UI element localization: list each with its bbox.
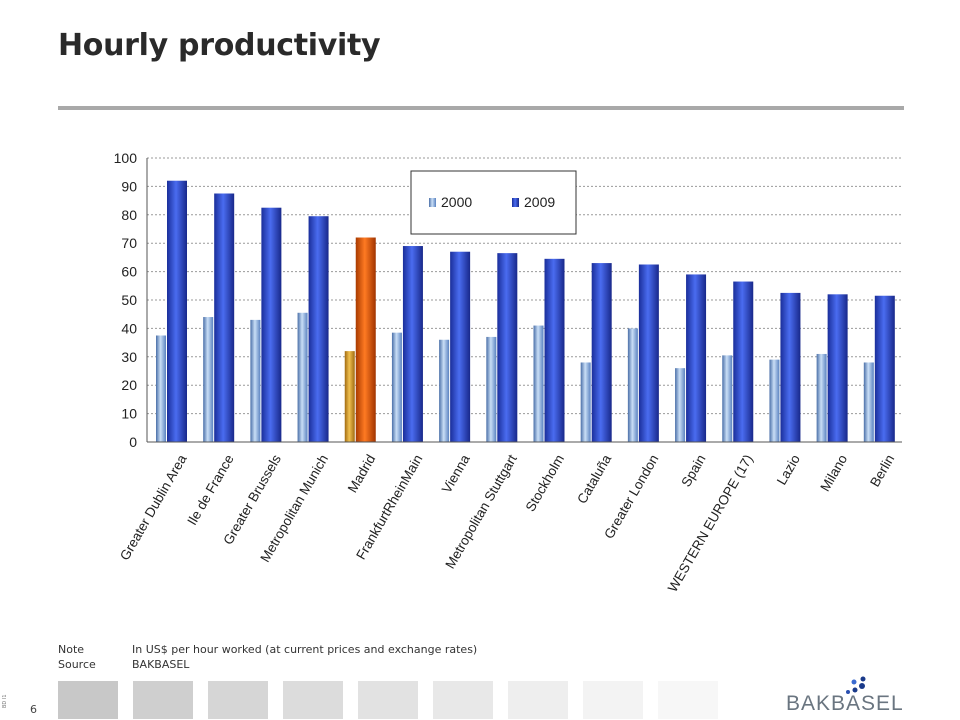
source-text: BAKBASEL bbox=[132, 658, 190, 671]
page-title: Hourly productivity bbox=[58, 28, 381, 63]
chart-legend: 2000 2009 bbox=[410, 170, 577, 235]
y-tick-labels: 0 10 20 30 40 50 60 70 80 90 100 bbox=[114, 150, 138, 450]
x-tick-label: Spain bbox=[678, 452, 708, 489]
bar-2000 bbox=[533, 325, 544, 442]
footer-square bbox=[133, 681, 193, 719]
y-tick-label: 30 bbox=[121, 349, 137, 365]
bar-2000 bbox=[203, 317, 214, 442]
bar-2000 bbox=[439, 339, 450, 442]
footer-square bbox=[508, 681, 568, 719]
legend-label-2009: 2009 bbox=[524, 194, 555, 210]
axes bbox=[146, 158, 902, 443]
legend-label-2000: 2000 bbox=[441, 194, 472, 210]
bar-2009 bbox=[686, 274, 707, 442]
logo-text: BAKBASEL bbox=[786, 692, 904, 715]
bar-2009 bbox=[638, 264, 659, 442]
x-tick-label: Lazio bbox=[774, 452, 803, 487]
x-tick-label: Greater Dublin Area bbox=[117, 452, 190, 563]
legend-swatch-2000 bbox=[429, 198, 436, 207]
footer-square bbox=[658, 681, 718, 719]
source-label: Source bbox=[58, 658, 96, 671]
note-text: In US$ per hour worked (at current price… bbox=[132, 643, 478, 656]
bar-2009 bbox=[167, 180, 187, 442]
bar-2009 bbox=[591, 263, 612, 442]
bar-2009 bbox=[261, 207, 282, 442]
bakbasel-logo: BAKBASEL bbox=[786, 676, 906, 716]
bar-2009 bbox=[450, 251, 471, 442]
bar-2000 bbox=[391, 332, 402, 442]
x-tick-label: Vienna bbox=[439, 452, 473, 496]
bar-2000 bbox=[297, 312, 308, 442]
y-tick-label: 20 bbox=[121, 377, 137, 393]
bar-chart: 0 10 20 30 40 50 60 70 80 90 100 Greater Dublin Ar… bbox=[114, 150, 902, 595]
footer-square bbox=[433, 681, 493, 719]
side-code: BD I1 bbox=[2, 694, 8, 708]
x-tick-label: Ile de France bbox=[184, 452, 236, 528]
title-underline bbox=[58, 106, 904, 110]
note-label: Note bbox=[58, 643, 85, 656]
y-tick-label: 10 bbox=[121, 406, 137, 422]
bars bbox=[156, 180, 895, 442]
y-tick-label: 70 bbox=[121, 235, 137, 251]
bar-2009 bbox=[733, 281, 754, 442]
y-tick-label: 90 bbox=[121, 178, 137, 194]
footer-square bbox=[583, 681, 643, 719]
bar-2009 bbox=[544, 258, 565, 442]
bar-2000 bbox=[580, 362, 591, 442]
footer-square bbox=[283, 681, 343, 719]
bar-2000 bbox=[769, 359, 780, 442]
x-tick-label: Stockholm bbox=[523, 452, 568, 514]
footer-square bbox=[58, 681, 118, 719]
bar-2000 bbox=[250, 319, 261, 442]
footer-square bbox=[358, 681, 418, 719]
bar-2009 bbox=[497, 253, 518, 442]
bar-2000 bbox=[156, 335, 166, 442]
bar-2000 bbox=[722, 355, 733, 442]
y-tick-label: 100 bbox=[114, 150, 138, 166]
bar-2009 bbox=[827, 294, 848, 442]
bar-2009 bbox=[874, 295, 895, 442]
x-tick-label: Berlin bbox=[867, 452, 897, 489]
logo-dots-icon bbox=[846, 676, 866, 694]
x-tick-label: Cataluña bbox=[574, 452, 614, 507]
bar-2009 bbox=[402, 246, 423, 442]
bar-2009 bbox=[308, 216, 329, 442]
legend-swatch-2009 bbox=[512, 198, 519, 207]
y-tick-label: 40 bbox=[121, 320, 137, 336]
y-tick-label: 60 bbox=[121, 264, 137, 280]
bar-2000 bbox=[863, 362, 874, 442]
x-tick-label: Milano bbox=[817, 452, 850, 494]
y-tick-label: 0 bbox=[129, 434, 137, 450]
x-tick-label: WESTERN EUROPE (17) bbox=[665, 452, 756, 595]
chart-notes: Note In US$ per hour worked (at current … bbox=[58, 642, 477, 672]
bar-2000 bbox=[344, 351, 355, 442]
y-tick-label: 80 bbox=[121, 207, 137, 223]
y-tick-label: 50 bbox=[121, 292, 137, 308]
bar-2000 bbox=[627, 328, 638, 442]
bar-2000 bbox=[816, 353, 827, 442]
x-tick-label: Madrid bbox=[345, 452, 379, 495]
bar-2009 bbox=[780, 292, 801, 442]
bar-2009 bbox=[355, 237, 376, 442]
bar-2009 bbox=[214, 193, 235, 442]
page-number: 6 bbox=[30, 703, 37, 716]
bar-2000 bbox=[486, 336, 497, 442]
footer-square bbox=[208, 681, 268, 719]
bar-2000 bbox=[675, 368, 686, 442]
